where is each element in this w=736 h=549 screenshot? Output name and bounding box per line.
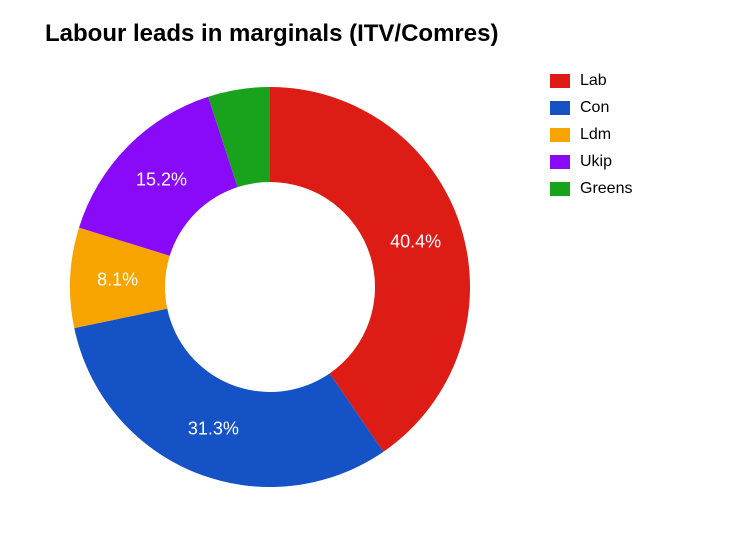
legend-label-ukip: Ukip <box>580 153 612 171</box>
legend-swatch-con <box>550 101 570 115</box>
legend-swatch-ldm <box>550 128 570 142</box>
chart-legend: Lab Con Ldm Ukip Greens <box>550 72 632 207</box>
slice-con <box>74 309 383 487</box>
legend-item-ukip: Ukip <box>550 153 632 171</box>
legend-label-greens: Greens <box>580 180 632 198</box>
legend-item-ldm: Ldm <box>550 126 632 144</box>
legend-label-lab: Lab <box>580 72 607 90</box>
slice-label-lab: 40.4% <box>390 231 441 252</box>
legend-item-greens: Greens <box>550 180 632 198</box>
chart-body: 40.4% 31.3% 8.1% 15.2% Lab Con Ldm Ukip Greens <box>45 62 716 512</box>
chart-container: Labour leads in marginals (ITV/Comres) 4… <box>0 0 736 549</box>
legend-swatch-lab <box>550 74 570 88</box>
legend-swatch-greens <box>550 182 570 196</box>
legend-item-con: Con <box>550 99 632 117</box>
chart-title: Labour leads in marginals (ITV/Comres) <box>45 20 716 48</box>
slice-label-con: 31.3% <box>188 418 239 439</box>
slice-label-ldm: 8.1% <box>97 269 138 290</box>
legend-label-ldm: Ldm <box>580 126 611 144</box>
legend-item-lab: Lab <box>550 72 632 90</box>
legend-swatch-ukip <box>550 155 570 169</box>
donut-chart: 40.4% 31.3% 8.1% 15.2% <box>45 62 495 512</box>
legend-label-con: Con <box>580 99 609 117</box>
slice-label-ukip: 15.2% <box>136 169 187 190</box>
